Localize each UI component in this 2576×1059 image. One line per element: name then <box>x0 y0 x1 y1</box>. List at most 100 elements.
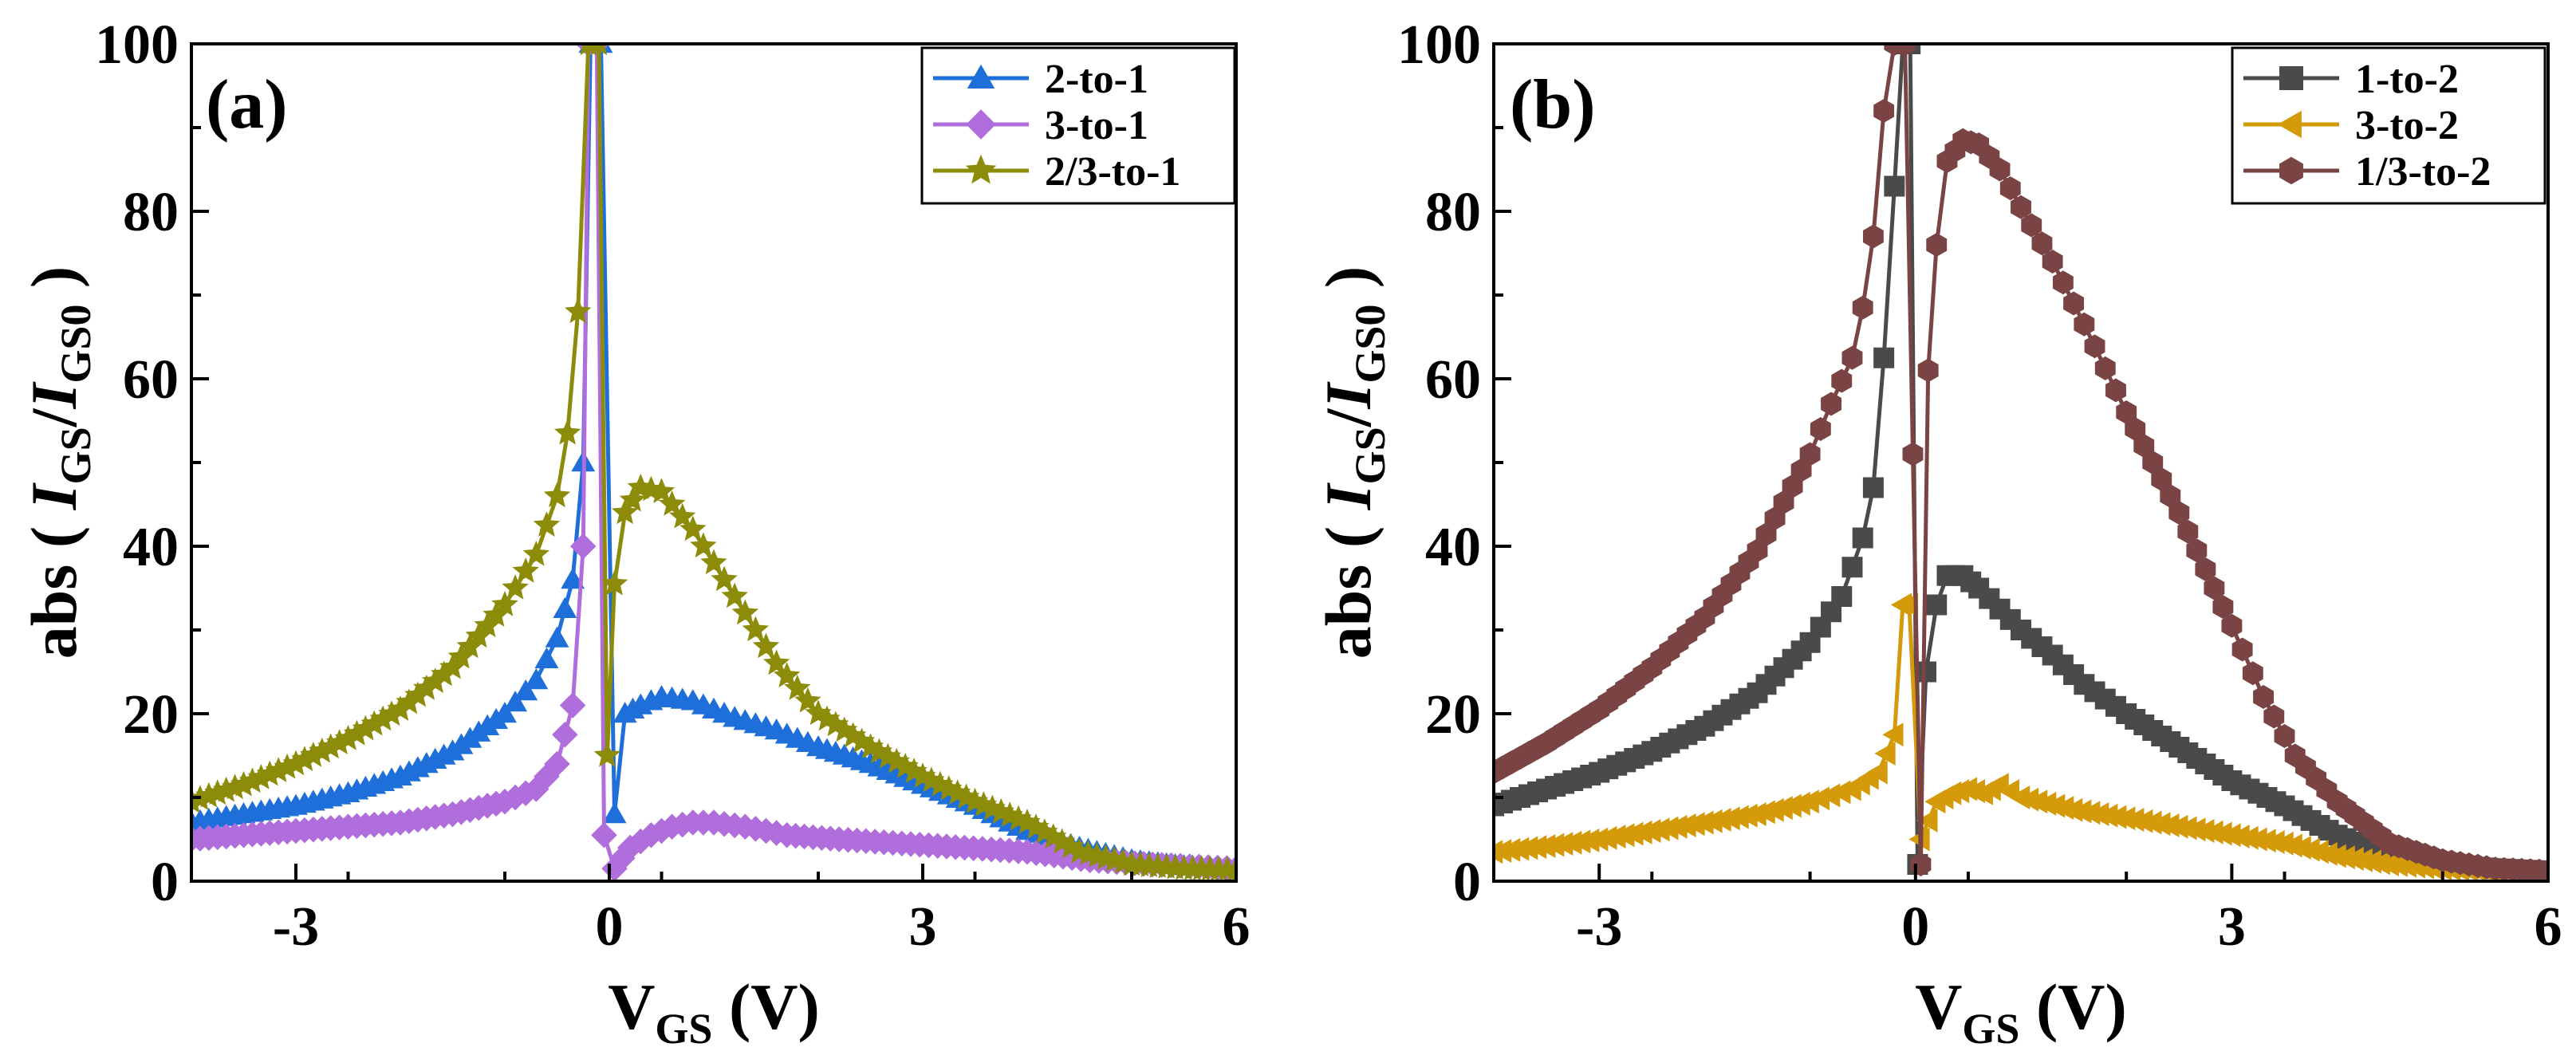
data-point <box>1736 803 1758 828</box>
data-point <box>2211 821 2232 846</box>
data-point <box>1873 347 1895 368</box>
data-point <box>1605 825 1626 848</box>
data-point <box>2202 820 2223 844</box>
data-point <box>1874 741 1896 766</box>
data-point <box>522 540 549 566</box>
data-point <box>1841 345 1863 370</box>
x-tick-label: 3 <box>909 896 937 958</box>
x-tick-label: -3 <box>273 896 319 958</box>
data-point <box>2193 819 2215 843</box>
data-point <box>2133 434 2155 458</box>
data-point <box>1508 837 1530 861</box>
data-point <box>1884 175 1905 197</box>
y-axis-title-b: abs ( IGS/IGS0 ) <box>1312 266 1394 659</box>
data-point <box>1862 477 1884 498</box>
y-tick-label: 80 <box>1425 182 1481 243</box>
data-point <box>2369 851 2390 876</box>
legend-label: 3-to-1 <box>1045 103 1148 148</box>
data-point <box>387 695 414 721</box>
legend-item: 3-to-2 <box>2243 103 2459 148</box>
data-point <box>1926 594 1948 616</box>
x-axis-title-a: VGS (V) <box>608 970 820 1053</box>
data-point <box>300 741 327 767</box>
data-point <box>2221 613 2243 638</box>
data-point <box>2094 356 2116 380</box>
series-b-1 <box>1494 44 2548 881</box>
data-point <box>1613 823 1635 848</box>
data-point <box>256 760 283 786</box>
data-point <box>352 715 380 741</box>
data-point <box>2052 270 2074 295</box>
data-point <box>491 590 518 616</box>
legend-b: 1-to-23-to-21/3-to-2 <box>2231 46 2546 205</box>
data-point <box>2204 576 2225 600</box>
data-point <box>317 733 345 759</box>
data-point <box>2031 231 2053 256</box>
data-point <box>2212 595 2234 620</box>
data-point <box>1657 816 1679 841</box>
data-point <box>265 757 292 782</box>
data-point <box>2063 291 2085 316</box>
data-point <box>238 767 266 793</box>
data-point <box>1841 557 1863 578</box>
data-point <box>1790 458 1812 482</box>
data-point <box>493 702 517 723</box>
data-point <box>1882 722 1904 747</box>
data-point <box>1755 522 1777 547</box>
data-point <box>512 557 539 583</box>
data-point <box>456 632 484 659</box>
legend-marker <box>967 64 995 89</box>
data-point <box>2141 810 2162 835</box>
data-point <box>1692 810 1714 835</box>
data-point <box>570 533 597 560</box>
data-point <box>552 722 578 748</box>
data-point <box>1782 474 1803 498</box>
data-point <box>2231 637 2253 662</box>
data-point <box>731 599 758 625</box>
data-point <box>2105 805 2127 829</box>
data-point <box>325 729 353 754</box>
data-point <box>1684 812 1705 837</box>
data-point <box>2097 803 2118 828</box>
y-tick-label: 40 <box>123 517 179 578</box>
legend-label: 1/3-to-2 <box>2355 149 2491 195</box>
data-point <box>2079 801 2101 825</box>
series-a-3 <box>191 44 1236 881</box>
data-point <box>774 662 801 687</box>
data-point <box>543 482 571 508</box>
data-point <box>742 616 770 642</box>
data-point <box>2538 859 2548 881</box>
data-point <box>247 763 275 789</box>
data-point <box>2160 484 2181 508</box>
data-point <box>343 719 371 746</box>
data-point <box>404 681 431 707</box>
data-point <box>421 667 449 693</box>
data-point <box>2151 467 2172 491</box>
y-tick-label: 40 <box>1425 517 1481 578</box>
data-point <box>590 44 608 56</box>
y-tick-label: 60 <box>123 349 179 411</box>
legend-item: 2/3-to-1 <box>933 149 1180 195</box>
data-point <box>2149 812 2171 837</box>
data-point <box>2177 519 2199 544</box>
data-point <box>1648 817 1670 842</box>
data-point <box>2176 816 2197 841</box>
data-point <box>524 668 549 690</box>
data-point <box>721 582 748 608</box>
data-point <box>1596 825 1617 850</box>
data-point <box>2360 849 2381 874</box>
data-point <box>1999 176 2021 201</box>
data-point <box>1989 157 2011 182</box>
data-point <box>2274 724 2295 748</box>
data-point <box>679 515 707 541</box>
data-point <box>1821 392 1841 416</box>
data-point <box>565 297 592 324</box>
y-tick-label: 60 <box>1425 349 1481 411</box>
data-point <box>1640 819 1661 843</box>
data-point <box>2167 814 2188 839</box>
data-point <box>1561 830 1582 855</box>
data-point <box>503 691 528 712</box>
